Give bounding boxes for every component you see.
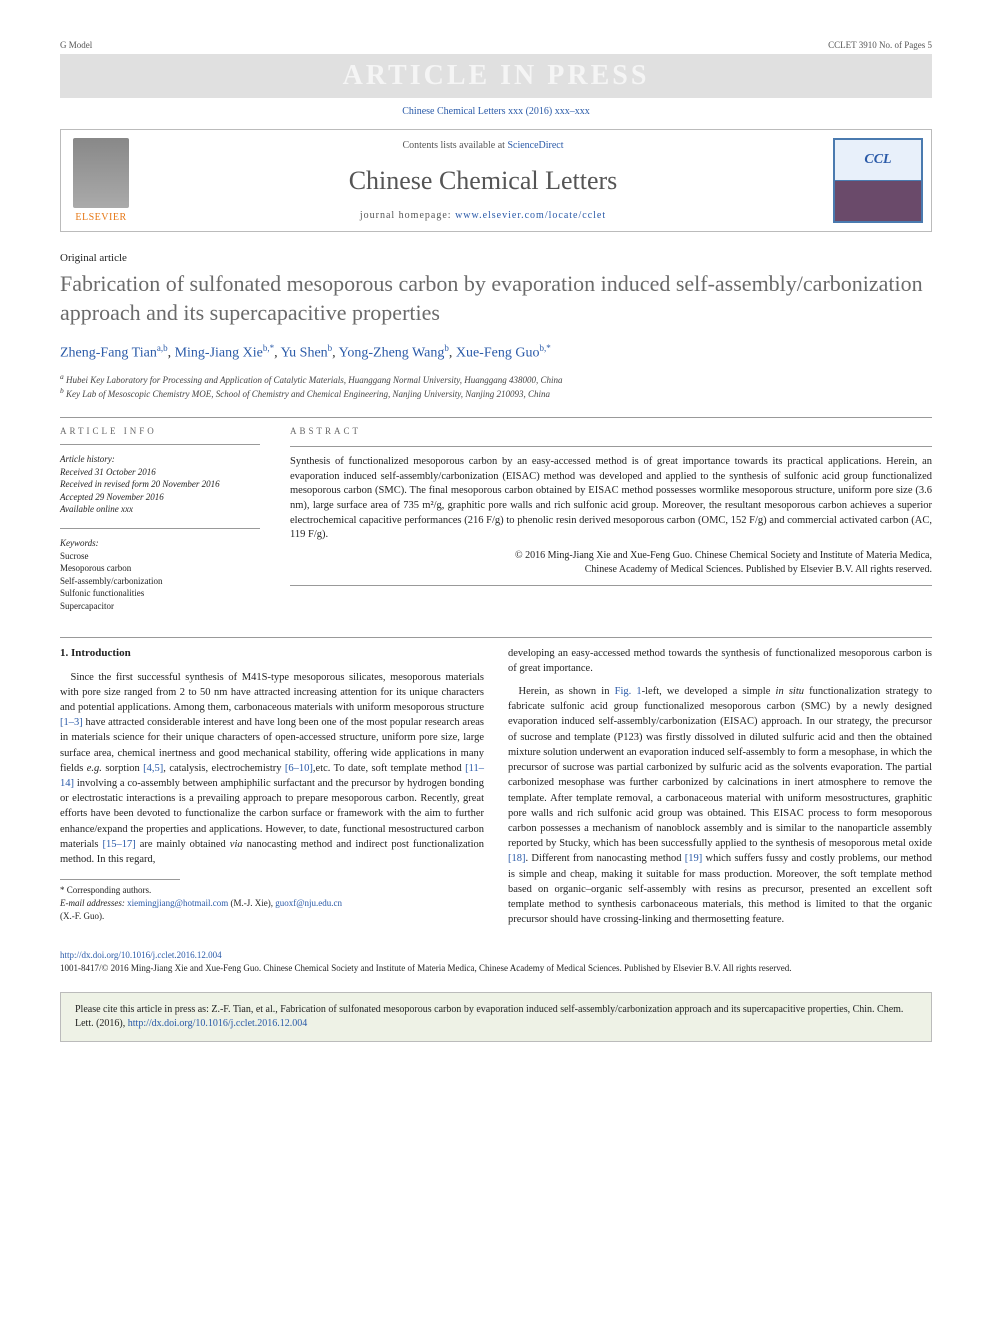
email-1-who: (M.-J. Xie),: [228, 898, 275, 908]
abstract-head: ABSTRACT: [290, 426, 932, 436]
email-2[interactable]: guoxf@nju.edu.cn: [275, 898, 342, 908]
keyword-2: Mesoporous carbon: [60, 562, 260, 575]
divider-abstract-1: [290, 446, 932, 447]
ccl-cover-thumbnail: CCL: [833, 138, 923, 223]
history-online: Available online xxx: [60, 503, 260, 516]
elsevier-logo: ELSEVIER: [61, 130, 141, 231]
history-received: Received 31 October 2016: [60, 466, 260, 479]
sciencedirect-link[interactable]: ScienceDirect: [507, 140, 563, 151]
affiliation-a: a Hubei Key Laboratory for Processing an…: [60, 372, 932, 387]
divider-info-1: [60, 444, 260, 445]
article-title: Fabrication of sulfonated mesoporous car…: [60, 270, 932, 327]
doi-link[interactable]: http://dx.doi.org/10.1016/j.cclet.2016.1…: [60, 950, 222, 960]
elsevier-tree-icon: [73, 138, 129, 208]
article-type: Original article: [60, 252, 932, 264]
email-label: E-mail addresses:: [60, 898, 125, 908]
affiliations: a Hubei Key Laboratory for Processing an…: [60, 372, 932, 401]
author-5-sup: b,*: [539, 343, 550, 353]
page-root: G Model CCLET 3910 No. of Pages 5 ARTICL…: [0, 0, 992, 1082]
section-1-head: 1. Introduction: [60, 646, 484, 662]
column-left: 1. Introduction Since the first successf…: [60, 646, 484, 936]
top-citation-line: Chinese Chemical Letters xxx (2016) xxx–…: [60, 106, 932, 117]
journal-homepage-line: journal homepage: www.elsevier.com/locat…: [141, 210, 825, 221]
contents-prefix: Contents lists available at: [402, 140, 507, 151]
divider-top: [60, 417, 932, 418]
article-in-press-banner: ARTICLE IN PRESS: [60, 54, 932, 98]
footnote-separator: [60, 879, 180, 880]
keyword-3: Self-assembly/carbonization: [60, 575, 260, 588]
divider-abstract-2: [290, 585, 932, 586]
author-1[interactable]: Zheng-Fang Tian: [60, 346, 157, 361]
copyright-line-2: Chinese Academy of Medical Sciences. Pub…: [290, 563, 932, 577]
gmodel-header: G Model CCLET 3910 No. of Pages 5: [60, 40, 932, 54]
keywords-block: Keywords: Sucrose Mesoporous carbon Self…: [60, 537, 260, 613]
ccl-cover-art: [835, 181, 921, 222]
ccl-label: CCL: [835, 140, 921, 181]
column-right: developing an easy-accessed method towar…: [508, 646, 932, 936]
abstract-body: Synthesis of functionalized mesoporous c…: [290, 455, 932, 543]
gmodel-right: CCLET 3910 No. of Pages 5: [828, 40, 932, 50]
para-left-1: Since the first successful synthesis of …: [60, 670, 484, 868]
history-accepted: Accepted 29 November 2016: [60, 491, 260, 504]
keyword-4: Sulfonic functionalities: [60, 587, 260, 600]
bottom-copyright: 1001-8417/© 2016 Ming-Jiang Xie and Xue-…: [60, 962, 932, 975]
journal-name: Chinese Chemical Letters: [141, 166, 825, 196]
corresponding-label: * Corresponding authors.: [60, 884, 484, 897]
cite-doi-link[interactable]: http://dx.doi.org/10.1016/j.cclet.2016.1…: [128, 1018, 308, 1029]
author-4[interactable]: Yong-Zheng Wang: [339, 346, 445, 361]
keywords-label: Keywords:: [60, 537, 260, 550]
email-1[interactable]: xiemingjiang@hotmail.com: [127, 898, 228, 908]
copyright-line-1: © 2016 Ming-Jiang Xie and Xue-Feng Guo. …: [290, 549, 932, 563]
abstract-column: ABSTRACT Synthesis of functionalized mes…: [290, 426, 932, 613]
main-body-columns: 1. Introduction Since the first successf…: [60, 646, 932, 936]
info-abstract-row: ARTICLE INFO Article history: Received 3…: [60, 426, 932, 613]
author-3-sup: b: [328, 343, 333, 353]
author-4-sup: b: [444, 343, 449, 353]
author-1-sup: a,b: [157, 343, 168, 353]
article-info-head: ARTICLE INFO: [60, 426, 260, 436]
contents-available-line: Contents lists available at ScienceDirec…: [141, 140, 825, 151]
doi-block: http://dx.doi.org/10.1016/j.cclet.2016.1…: [60, 950, 932, 975]
elsevier-label: ELSEVIER: [75, 212, 126, 223]
para-right-1: developing an easy-accessed method towar…: [508, 646, 932, 676]
journal-center: Contents lists available at ScienceDirec…: [141, 130, 825, 231]
abstract-copyright: © 2016 Ming-Jiang Xie and Xue-Feng Guo. …: [290, 549, 932, 577]
divider-info-2: [60, 528, 260, 529]
article-history: Article history: Received 31 October 201…: [60, 453, 260, 516]
keyword-1: Sucrose: [60, 550, 260, 563]
keyword-5: Supercapacitor: [60, 600, 260, 613]
affiliation-b: b Key Lab of Mesoscopic Chemistry MOE, S…: [60, 386, 932, 401]
para-right-2: Herein, as shown in Fig. 1-left, we deve…: [508, 684, 932, 928]
footnotes: * Corresponding authors. E-mail addresse…: [60, 884, 484, 922]
author-2[interactable]: Ming-Jiang Xie: [175, 346, 263, 361]
history-revised: Received in revised form 20 November 201…: [60, 478, 260, 491]
email-line: E-mail addresses: xiemingjiang@hotmail.c…: [60, 897, 484, 910]
author-2-sup: b,*: [263, 343, 274, 353]
authors-line: Zheng-Fang Tiana,b, Ming-Jiang Xieb,*, Y…: [60, 343, 932, 362]
gmodel-left: G Model: [60, 40, 92, 50]
journal-header-box: ELSEVIER Contents lists available at Sci…: [60, 129, 932, 232]
journal-homepage-link[interactable]: www.elsevier.com/locate/cclet: [455, 210, 606, 221]
divider-body-top: [60, 637, 932, 638]
homepage-prefix: journal homepage:: [360, 210, 455, 221]
email-2-who: (X.-F. Guo).: [60, 910, 484, 923]
author-5[interactable]: Xue-Feng Guo: [456, 346, 540, 361]
cite-this-article-box: Please cite this article in press as: Z.…: [60, 992, 932, 1042]
history-label: Article history:: [60, 453, 260, 466]
author-3[interactable]: Yu Shen: [281, 346, 328, 361]
article-info-column: ARTICLE INFO Article history: Received 3…: [60, 426, 260, 613]
